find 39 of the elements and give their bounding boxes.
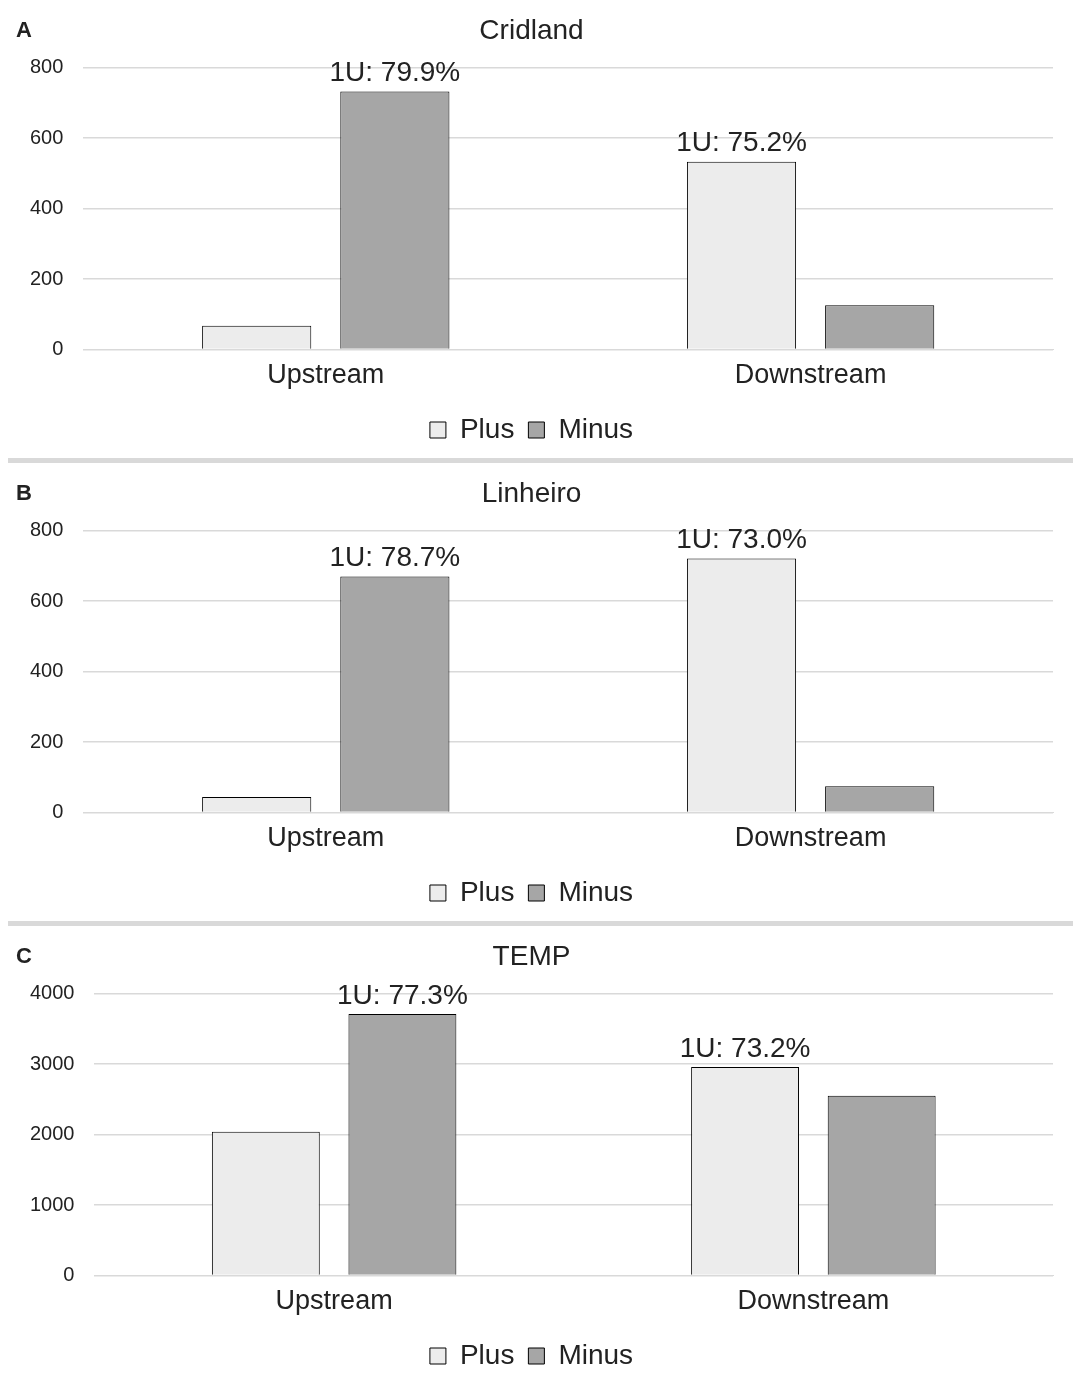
y-tick-label: 0 — [63, 1263, 75, 1286]
y-tick-label: 800 — [29, 55, 64, 78]
annotation: 1U: 73.2% — [679, 1031, 811, 1063]
legend-label: Minus — [558, 412, 634, 444]
chart-title: TEMP — [492, 939, 571, 971]
x-tick-label: Upstream — [267, 822, 385, 853]
y-tick-label: 600 — [29, 588, 64, 611]
text: B — [16, 480, 32, 506]
y-tick-label: 600 — [29, 125, 64, 148]
text: C — [16, 943, 32, 969]
y-tick-label: 0 — [52, 337, 64, 360]
x-tick-label: Upstream — [267, 359, 385, 390]
legend-label: Plus — [459, 1338, 515, 1370]
legend-label: Plus — [459, 875, 515, 907]
y-tick-label: 3000 — [29, 1051, 75, 1074]
y-tick-label: 200 — [29, 729, 64, 752]
y-tick-label: 800 — [29, 518, 64, 541]
annotation: 1U: 77.3% — [337, 978, 468, 1010]
x-tick-label: Downstream — [734, 359, 887, 390]
y-tick-label: 200 — [29, 266, 64, 289]
annotation: 1U: 79.9% — [329, 56, 461, 88]
y-tick-label: 400 — [29, 659, 64, 682]
legend-label: Minus — [558, 1338, 634, 1370]
chart-title: Linheiro — [481, 476, 582, 508]
legend-label: Minus — [558, 875, 634, 907]
legend-label: Plus — [459, 412, 515, 444]
x-tick-label: Downstream — [737, 1285, 890, 1316]
chart-title: Cridland — [479, 13, 584, 45]
text: A — [16, 17, 32, 43]
y-tick-label: 2000 — [29, 1122, 75, 1145]
y-tick-label: 400 — [29, 196, 64, 219]
y-tick-label: 4000 — [29, 981, 75, 1004]
annotation: 1U: 78.7% — [329, 541, 461, 573]
annotation: 1U: 75.2% — [676, 126, 807, 158]
annotation: 1U: 73.0% — [676, 523, 807, 555]
y-tick-label: 0 — [52, 800, 64, 823]
x-tick-label: Upstream — [275, 1285, 393, 1316]
y-tick-label: 1000 — [29, 1192, 75, 1215]
x-tick-label: Downstream — [734, 822, 887, 853]
